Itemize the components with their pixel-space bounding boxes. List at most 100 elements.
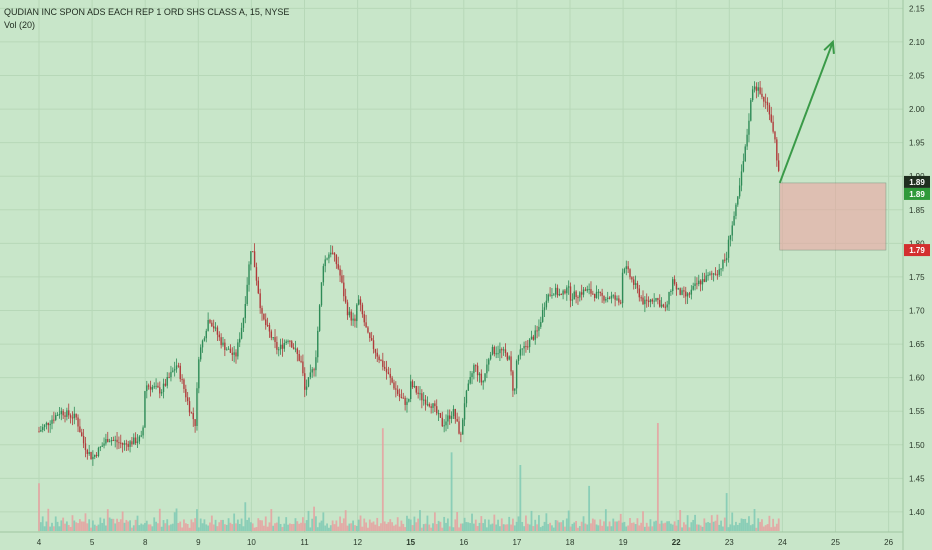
volume-bar: [331, 520, 334, 531]
volume-bar: [173, 512, 176, 531]
candle-body: [666, 304, 668, 308]
volume-bar: [385, 523, 388, 531]
candle-body: [538, 326, 540, 331]
volume-bar: [238, 524, 241, 531]
candle-body: [382, 360, 384, 367]
candle-body: [476, 365, 479, 376]
volume-bar: [309, 527, 312, 531]
volume-bar: [658, 523, 661, 531]
volume-bar: [302, 517, 304, 531]
gridlines: [0, 0, 903, 532]
volume-bar: [643, 526, 646, 531]
volume-bar: [225, 524, 228, 531]
volume-bar: [95, 525, 98, 531]
volume-bar: [315, 516, 317, 531]
volume-bar: [480, 516, 483, 531]
candle-body: [255, 267, 258, 281]
volume-bar: [39, 522, 42, 531]
volume-bar: [467, 522, 470, 531]
candle-body: [729, 235, 732, 240]
candle-body: [400, 396, 403, 398]
volume-bar: [528, 524, 531, 531]
volume-bar: [220, 519, 223, 531]
candle-body: [731, 225, 733, 236]
volume-bar: [305, 520, 308, 531]
volume-bar: [62, 517, 65, 531]
candle-body: [309, 372, 312, 378]
volume-bar: [409, 519, 412, 531]
volume-bar: [595, 524, 598, 531]
candle-body: [164, 383, 167, 386]
candle-body: [73, 413, 76, 419]
time-tick-label: 19: [619, 538, 628, 547]
volume-bar: [430, 527, 433, 531]
candle-body: [564, 290, 566, 294]
candle-body: [551, 294, 553, 296]
candle-body: [285, 341, 287, 343]
volume-bar: [493, 514, 496, 531]
candle-body: [198, 359, 200, 389]
volume-bar: [448, 526, 451, 531]
candle-body: [108, 441, 111, 443]
volume-bar: [740, 518, 743, 531]
candle-body: [439, 413, 442, 418]
candle-body: [45, 422, 48, 425]
candle-body: [261, 308, 263, 314]
volume-bar: [742, 519, 745, 531]
candle-body: [71, 417, 74, 419]
volume-bar: [712, 521, 715, 531]
candle-body: [566, 287, 568, 294]
volume-bar: [114, 523, 117, 531]
candle-body: [588, 289, 590, 291]
candle-body: [369, 332, 371, 339]
candle-body: [263, 313, 265, 320]
candle-body: [616, 298, 618, 300]
volume-bar: [153, 517, 156, 531]
volume-bar: [482, 523, 485, 531]
volume-bar: [519, 465, 522, 531]
volume-bar: [268, 522, 271, 531]
volume-bar: [170, 524, 172, 531]
candle-body: [670, 290, 672, 292]
candle-body: [497, 353, 499, 355]
candle-body: [608, 297, 611, 299]
volume-bar: [214, 519, 217, 531]
volume-bar: [168, 525, 170, 531]
candle-body: [372, 340, 375, 350]
candle-body: [603, 295, 605, 301]
candle-body: [84, 443, 87, 451]
volume-bar: [640, 522, 643, 531]
volume-bar: [255, 527, 258, 531]
volume-bar: [417, 518, 420, 531]
candle-body: [305, 386, 308, 390]
candle-body: [361, 304, 364, 315]
volume-bar: [303, 523, 306, 531]
candle-body: [129, 441, 131, 447]
volume-bar: [699, 525, 702, 531]
candle-body: [423, 399, 425, 401]
volume-bar: [513, 525, 516, 531]
candle-body: [478, 373, 481, 376]
candle-body: [209, 320, 211, 323]
volume-bar: [692, 519, 695, 531]
candle-body: [772, 121, 774, 132]
candle-body: [534, 330, 536, 340]
candle-body: [605, 298, 607, 301]
candle-body: [430, 406, 432, 408]
candle-body: [281, 344, 284, 349]
candle-body: [272, 337, 274, 339]
candle-body: [294, 348, 297, 350]
volume-bar: [729, 524, 732, 531]
volume-bar: [300, 522, 302, 531]
volume-bar: [441, 527, 444, 531]
candle-body: [659, 300, 661, 307]
volume-bar: [320, 520, 323, 531]
candle-body: [577, 297, 579, 299]
candle-body: [88, 451, 90, 454]
candle-body: [586, 289, 588, 291]
volume-bar: [149, 524, 152, 531]
stop-price-tag-bg: [904, 244, 930, 257]
candle-body: [770, 114, 772, 122]
candle-body: [352, 318, 354, 321]
candle-body: [445, 421, 447, 426]
